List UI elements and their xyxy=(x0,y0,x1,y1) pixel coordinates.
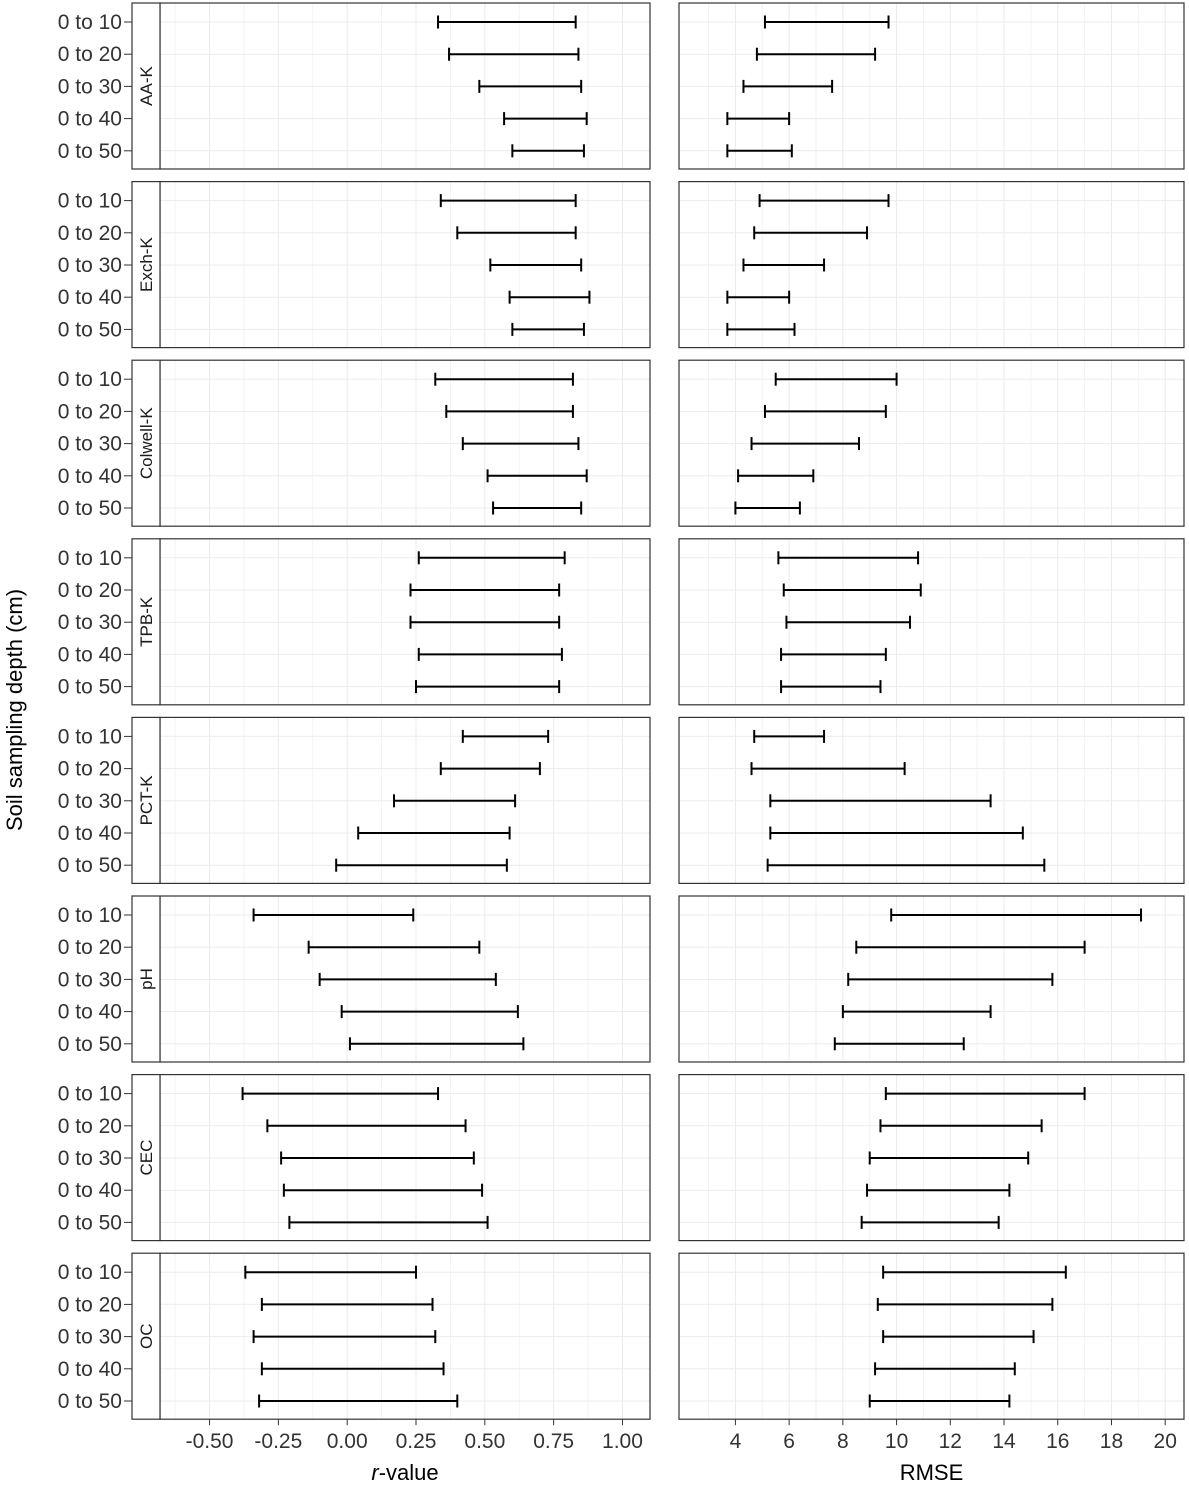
y-tick-label: 0 to 30 xyxy=(58,790,122,813)
panel-border xyxy=(678,1073,1185,1242)
x-tick-label: 0.25 xyxy=(396,1430,437,1453)
y-tick-label: 0 to 50 xyxy=(58,497,122,520)
facet-label-ph: pH xyxy=(137,968,156,990)
y-tick-label: 0 to 20 xyxy=(58,579,122,602)
y-tick-label: 0 to 30 xyxy=(58,1326,122,1349)
facet-label-aa-k: AA-K xyxy=(137,66,156,106)
y-tick-label: 0 to 30 xyxy=(58,75,122,98)
facet-strip xyxy=(131,181,161,349)
x-tick-label: 1.00 xyxy=(602,1430,643,1453)
y-tick-label: 0 to 40 xyxy=(58,286,122,309)
y-tick-label: 0 to 50 xyxy=(58,676,122,699)
y-tick-label: 0 to 30 xyxy=(58,611,122,634)
x-tick-label: 8 xyxy=(837,1430,849,1453)
y-tick-label: 0 to 10 xyxy=(58,1261,122,1284)
y-tick-label: 0 to 30 xyxy=(58,968,122,991)
x-axis-title-text: -value xyxy=(379,1460,439,1485)
y-tick-label: 0 to 10 xyxy=(58,11,122,34)
facet-strip xyxy=(131,716,161,885)
y-tick-label: 0 to 20 xyxy=(58,1293,122,1316)
x-tick-label: 20 xyxy=(1154,1430,1177,1453)
facet-strip xyxy=(131,2,161,170)
y-tick-label: 0 to 20 xyxy=(58,222,122,245)
x-tick-label: 0.50 xyxy=(464,1430,505,1453)
y-tick-label: 0 to 10 xyxy=(58,904,122,927)
y-tick-label: 0 to 40 xyxy=(58,1001,122,1024)
panel-border xyxy=(678,895,1185,1063)
x-tick-label: 18 xyxy=(1100,1430,1123,1453)
y-tick-label: 0 to 10 xyxy=(58,547,122,570)
y-tick-label: 0 to 20 xyxy=(58,400,122,423)
y-tick-label: 0 to 10 xyxy=(58,725,122,748)
y-tick-label: 0 to 50 xyxy=(58,854,122,877)
x-tick-label: 12 xyxy=(939,1430,962,1453)
x-tick-label: 10 xyxy=(885,1430,908,1453)
y-tick-label: 0 to 20 xyxy=(58,758,122,781)
x-axis-title-rmse: RMSE xyxy=(900,1460,964,1485)
x-tick-label: 16 xyxy=(1046,1430,1069,1453)
y-tick-label: 0 to 10 xyxy=(58,190,122,213)
facet-label-cec: CEC xyxy=(137,1140,156,1176)
x-axis-title-text: RMSE xyxy=(900,1460,964,1485)
panel-border xyxy=(678,538,1185,706)
facet-strip xyxy=(131,538,161,706)
x-tick-label: 6 xyxy=(783,1430,795,1453)
panel-border xyxy=(678,716,1185,885)
y-tick-label: 0 to 50 xyxy=(58,1033,122,1056)
panel-border xyxy=(678,2,1185,170)
x-tick-label: 4 xyxy=(730,1430,742,1453)
facet-label-tpb-k: TPB-K xyxy=(137,596,156,647)
y-tick-label: 0 to 50 xyxy=(58,140,122,163)
facet-label-oc: OC xyxy=(137,1323,156,1349)
y-tick-label: 0 to 20 xyxy=(58,43,122,66)
facet-label-exch-k: Exch-K xyxy=(137,237,156,292)
y-tick-label: 0 to 20 xyxy=(58,1115,122,1138)
x-axis-title-italic-part: r xyxy=(371,1460,380,1485)
y-tick-label: 0 to 50 xyxy=(58,1390,122,1413)
y-tick-label: 0 to 20 xyxy=(58,936,122,959)
y-tick-label: 0 to 30 xyxy=(58,254,122,277)
x-tick-label: 0.75 xyxy=(533,1430,574,1453)
y-axis-title: Soil sampling depth (cm) xyxy=(2,589,27,831)
y-tick-label: 0 to 40 xyxy=(58,108,122,131)
y-tick-label: 0 to 50 xyxy=(58,1211,122,1234)
y-tick-label: 0 to 30 xyxy=(58,1147,122,1170)
x-axis-title-r-value: r-value xyxy=(371,1460,438,1485)
y-tick-label: 0 to 30 xyxy=(58,433,122,456)
y-tick-label: 0 to 40 xyxy=(58,1179,122,1202)
panel-border xyxy=(678,181,1185,349)
y-tick-label: 0 to 10 xyxy=(58,1083,122,1106)
x-tick-label: -0.50 xyxy=(186,1430,234,1453)
facet-strip xyxy=(131,895,161,1063)
x-tick-label: -0.25 xyxy=(254,1430,302,1453)
facet-label-pct-k: PCT-K xyxy=(137,775,156,826)
facet-strip xyxy=(131,359,161,527)
y-tick-label: 0 to 40 xyxy=(58,465,122,488)
y-tick-label: 0 to 10 xyxy=(58,368,122,391)
facet-label-colwell-k: Colwell-K xyxy=(137,407,156,479)
panel-border xyxy=(678,1252,1185,1420)
y-tick-label: 0 to 40 xyxy=(58,1358,122,1381)
y-tick-label: 0 to 40 xyxy=(58,822,122,845)
y-tick-label: 0 to 40 xyxy=(58,643,122,666)
x-tick-label: 14 xyxy=(992,1430,1016,1453)
x-tick-label: 0.00 xyxy=(327,1430,368,1453)
panel-border xyxy=(678,359,1185,527)
y-tick-label: 0 to 50 xyxy=(58,318,122,341)
